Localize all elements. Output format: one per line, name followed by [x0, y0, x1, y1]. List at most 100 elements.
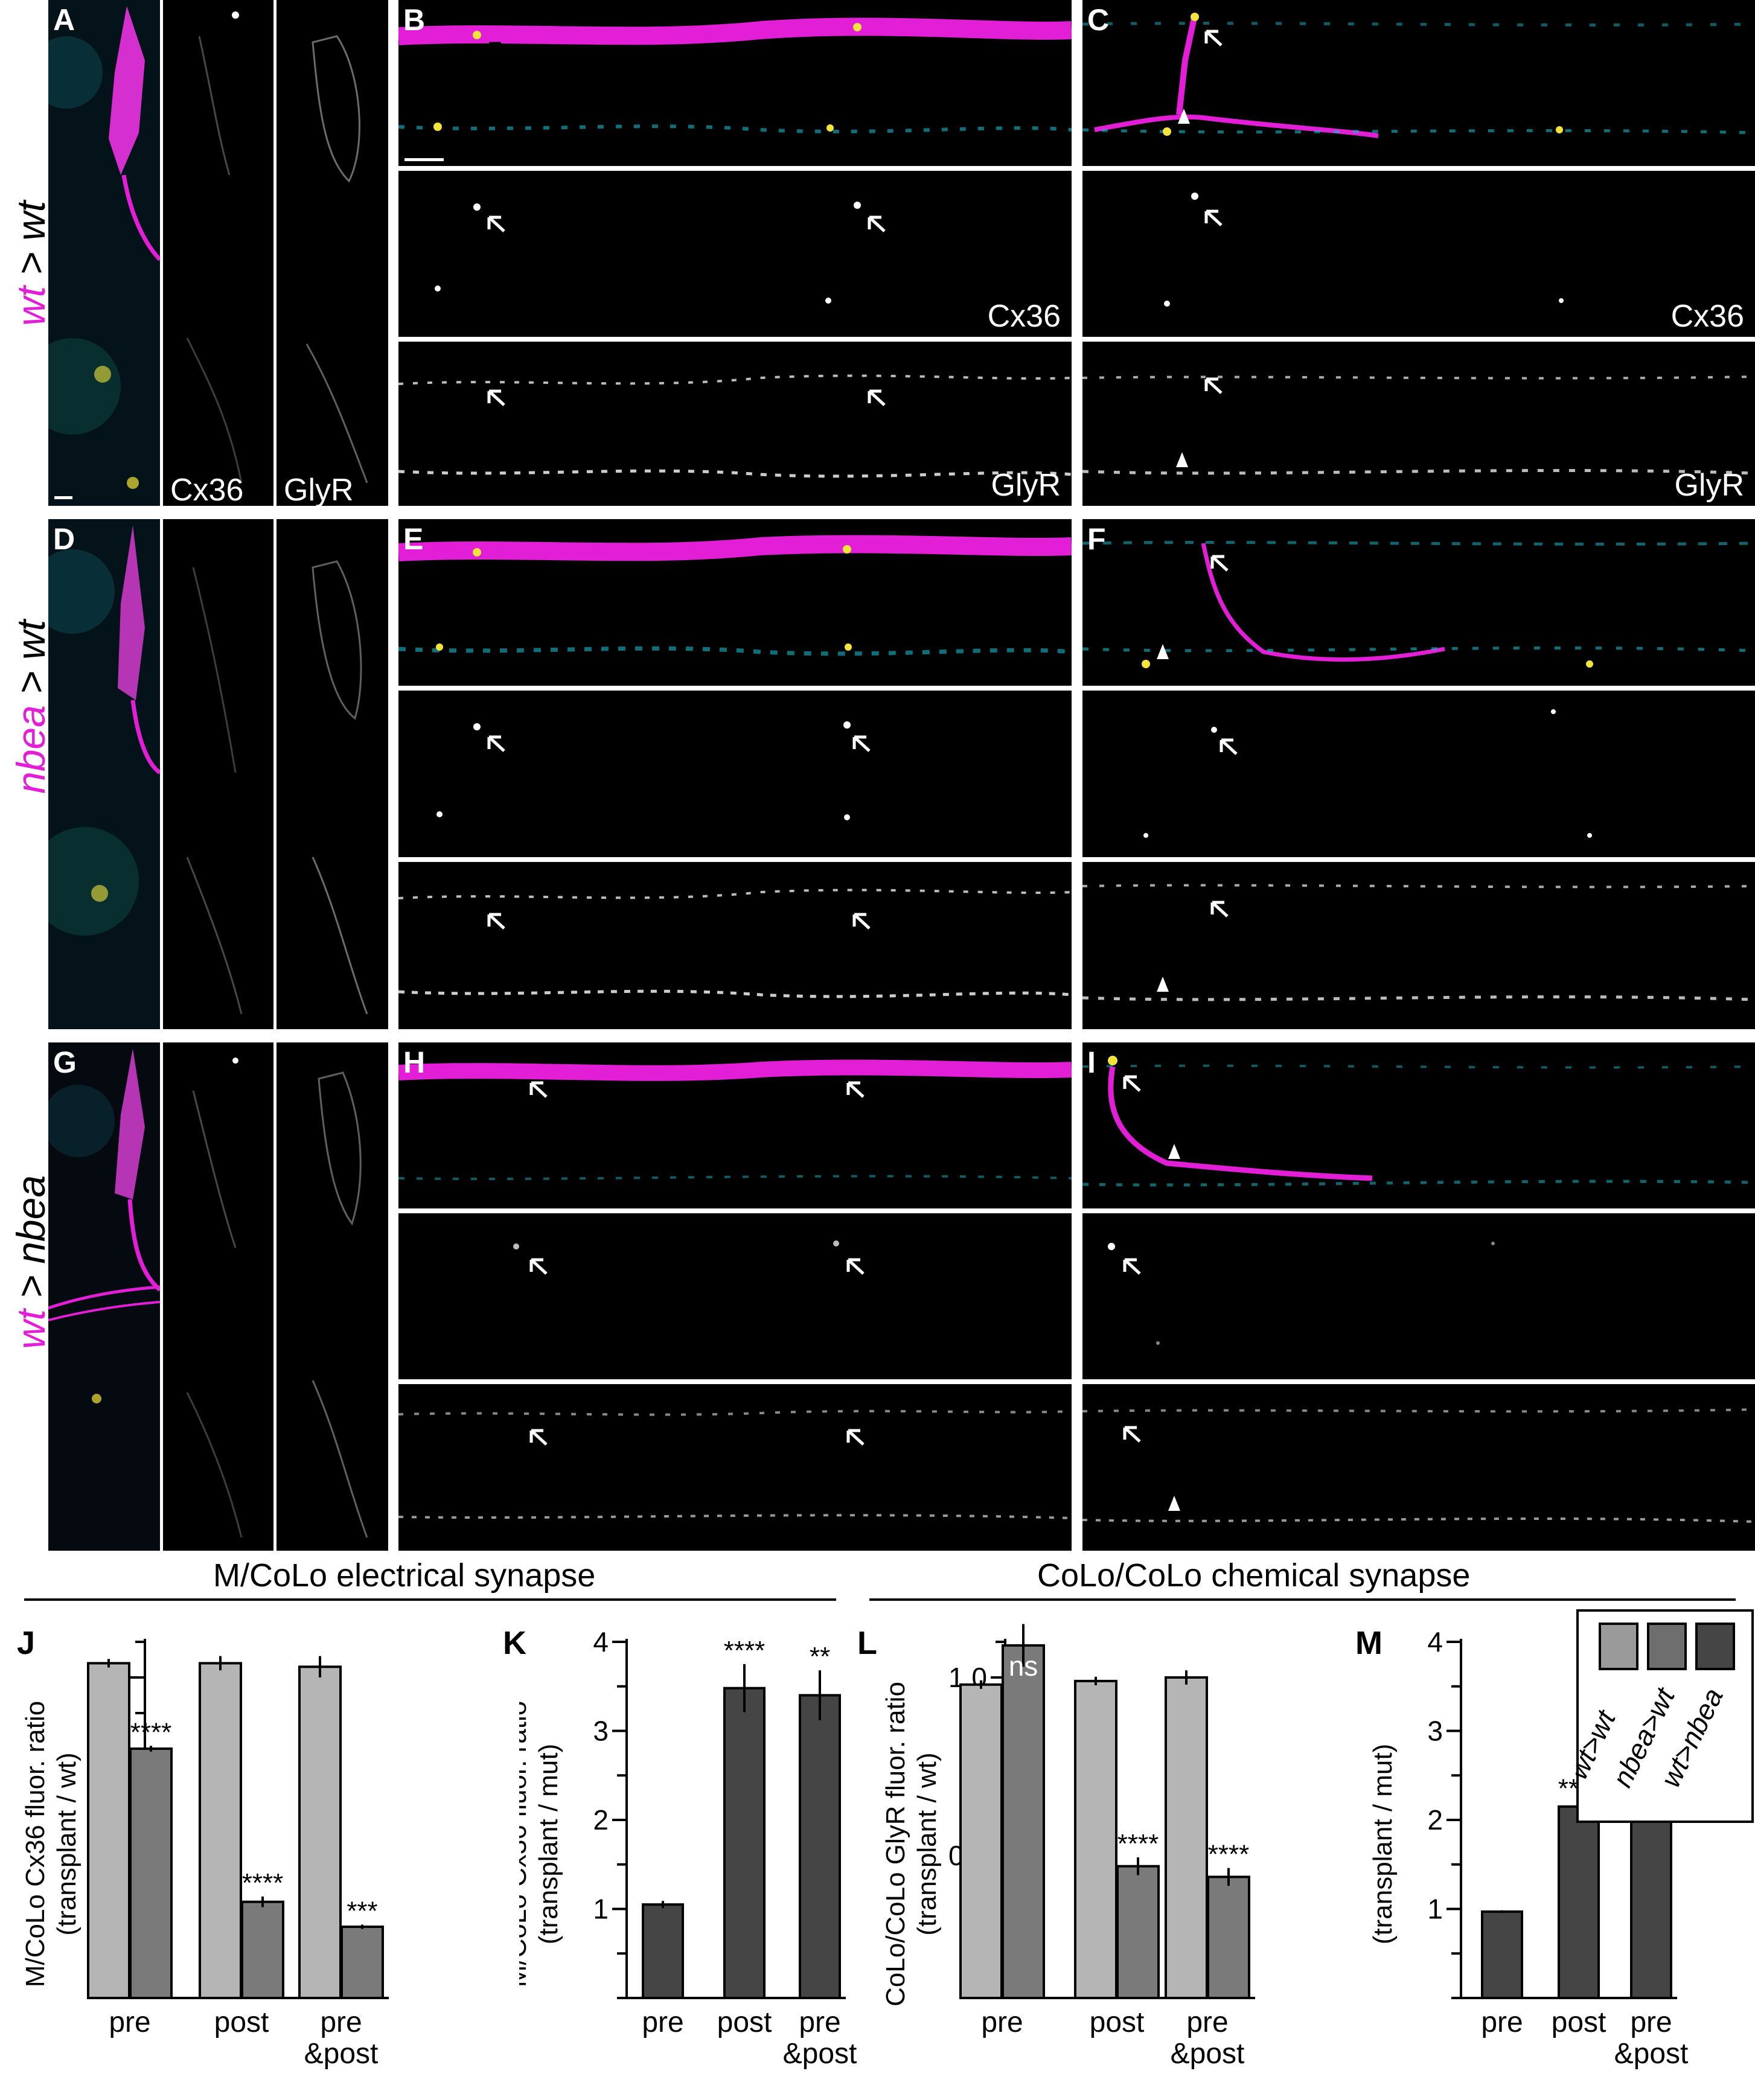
row-label-host: wt: [8, 619, 53, 660]
chart-letter-J: J: [17, 1625, 36, 1661]
panel-letter-E: E: [403, 522, 424, 556]
channel-label-glyr: GlyR: [1674, 468, 1744, 503]
micrograph-H-glyr: [398, 1409, 1072, 1519]
panel-G-cx36: [163, 1042, 273, 1551]
panel-E-cx36: [398, 691, 1072, 857]
y-tick-label: 3: [1427, 1715, 1443, 1747]
bar: [241, 1900, 284, 2000]
y-tick-label: 4: [593, 1626, 609, 1658]
bar: [87, 1662, 130, 1999]
significance-stars: ****: [1117, 1829, 1159, 1859]
bar: [1074, 1679, 1117, 1999]
bar: [340, 1926, 384, 1999]
x-tick-label: pre: [1630, 2006, 1672, 2038]
panel-B-merge: B: [398, 0, 1072, 166]
panel-D-merge: D: [48, 519, 160, 1029]
micrograph-C-glyr: [1082, 375, 1755, 475]
panel-B-glyr: GlyR: [398, 342, 1072, 506]
x-tick-label: pre: [981, 2006, 1023, 2038]
significance-ns: ns: [1009, 1650, 1038, 1682]
significance-stars: ***: [347, 1896, 377, 1926]
micrograph-F-glyr: [1082, 884, 1755, 1001]
panel-letter-I: I: [1087, 1045, 1096, 1079]
channel-label-cx36: Cx36: [1670, 299, 1744, 334]
y-axis-label-unit: (transplant / mut): [1370, 1744, 1398, 1945]
micrograph-C: [1082, 13, 1755, 138]
row-label-donor: wt: [8, 286, 53, 326]
panel-E-glyr: [398, 862, 1072, 1029]
x-tick-label: pre: [799, 2006, 840, 2038]
bar: [1165, 1676, 1208, 1999]
micrograph-B: [398, 18, 1072, 161]
x-tick-label: post: [717, 2006, 772, 2038]
y-tick-label: 3: [593, 1715, 609, 1747]
row-label-sep: >: [8, 1263, 53, 1309]
x-tick-label: pre: [320, 2006, 362, 2038]
significance-stars: **: [810, 1642, 830, 1671]
micrograph-E-glyr: [398, 889, 1072, 998]
panel-F-glyr: [1082, 862, 1755, 1029]
bar: [1116, 1865, 1160, 2000]
micrograph-E: [398, 535, 1072, 656]
micrograph-D: [48, 519, 160, 1029]
channel-label-cx36: Cx36: [987, 299, 1061, 334]
row-label-donor: nbea: [8, 705, 53, 794]
panel-letter-D: D: [53, 522, 75, 556]
bar: [959, 1683, 1003, 2000]
y-tick-label: 1: [1427, 1894, 1443, 1925]
panel-letter-A: A: [53, 3, 75, 37]
legend-swatch-wt-nbea: [1695, 1623, 1735, 1670]
chart-letter-L: L: [857, 1625, 877, 1661]
bar: [1207, 1875, 1250, 1999]
x-tick-label: pre: [1481, 2006, 1523, 2038]
row-label-host: wt: [8, 200, 53, 241]
bar: [129, 1747, 173, 1999]
panel-letter-G: G: [53, 1045, 77, 1079]
panel-F-merge: F: [1082, 519, 1755, 686]
micrograph-I-cx36: [1108, 1242, 1495, 1345]
panel-G-merge: G: [48, 1042, 160, 1551]
x-tick-label-line2: &post: [1171, 2038, 1245, 2070]
row-label-donor: wt: [8, 1309, 53, 1349]
panel-C-merge: C: [1082, 0, 1755, 166]
chart-J: 0.51.0M/CoLo Cx36 fluor. ratio(transplan…: [24, 1639, 389, 2070]
y-tick-label: 4: [1427, 1626, 1443, 1658]
row-label-wt-wt: wt > wt: [8, 200, 53, 326]
chart-letter-K: K: [503, 1625, 526, 1661]
y-axis-label: CoLo/CoLo GlyR fluor. ratio: [881, 1682, 910, 2006]
section-rule-chemical: [869, 1598, 1736, 1601]
x-tick-label: post: [1090, 2006, 1145, 2038]
x-tick-label: pre: [1186, 2006, 1228, 2038]
section-title-electrical: M/CoLo electrical synapse: [213, 1557, 596, 1594]
panel-letter-C: C: [1087, 3, 1110, 37]
panel-H-cx36: [398, 1213, 1072, 1379]
row-label-host: nbea: [8, 1175, 53, 1264]
bar: [199, 1662, 242, 1999]
micrograph-B-glyr: [398, 374, 1072, 478]
y-axis-label: M/CoLo Cx36 fluor. ratio: [24, 1701, 50, 1987]
y-axis-label: M/CoLo Cx36 fluor. ratio: [519, 1701, 532, 1987]
significance-stars: ****: [724, 1636, 766, 1665]
micrograph-F: [1082, 541, 1755, 668]
panel-F-cx36: [1082, 691, 1755, 857]
chart-K: 1 2 3 4 M/CoLo Cx36 fluor. ratio(transplant …: [519, 1626, 857, 2070]
panel-E-merge: E: [398, 519, 1072, 686]
y-tick-label: 2: [593, 1804, 609, 1836]
micrograph-D-cx36: [186, 567, 243, 1015]
micrograph-F-cx36: [1143, 709, 1592, 838]
significance-stars: ****: [130, 1717, 172, 1747]
bar: [723, 1687, 766, 1999]
chart-M: 1234CoLo/CoLo GlyR fluor. ratio(transpla…: [1370, 1626, 1688, 2070]
row-label-wt-nbea: wt > nbea: [8, 1175, 53, 1349]
micrograph-I-glyr: [1082, 1408, 1755, 1523]
significance-stars: ****: [1208, 1840, 1250, 1869]
x-tick-label-line2: &post: [783, 2038, 857, 2070]
panel-A-merge: A: [48, 0, 160, 506]
x-tick-label: post: [214, 2006, 269, 2038]
y-tick-label: 1: [593, 1894, 609, 1925]
panel-H-merge: H: [398, 1042, 1072, 1208]
legend-swatch-wt-wt: [1599, 1623, 1638, 1670]
panel-D-glyr: [277, 519, 388, 1029]
micrograph-C-cx36: [1164, 193, 1564, 307]
